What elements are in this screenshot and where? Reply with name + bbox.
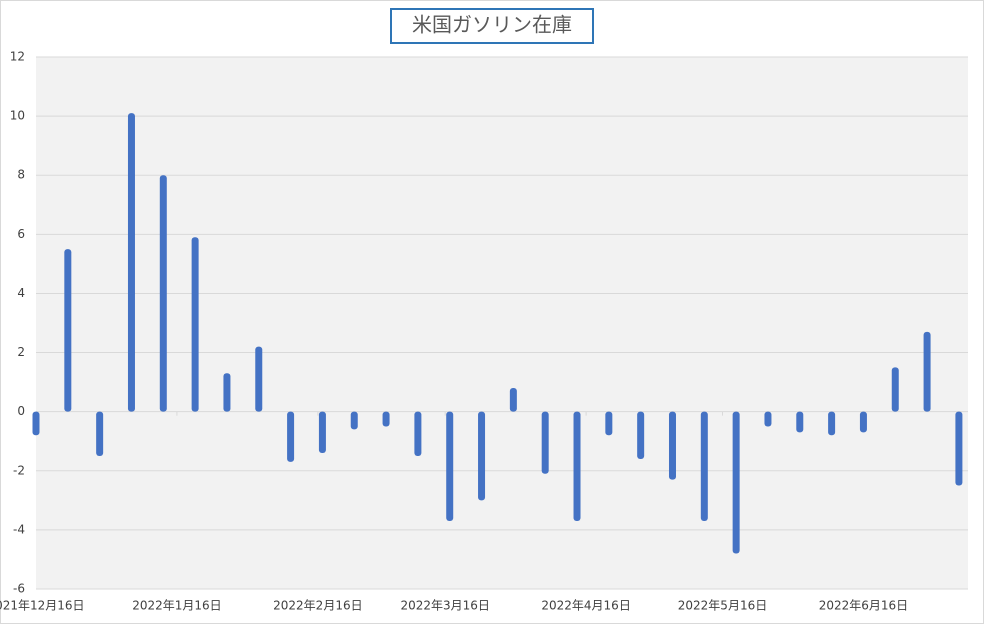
bar: [32, 411, 40, 436]
bar: [414, 411, 422, 456]
bar: [509, 388, 517, 412]
x-tick-label: 2022年4月16日: [541, 599, 630, 613]
bar: [478, 411, 486, 501]
y-tick-label: 8: [17, 168, 25, 182]
bar: [159, 175, 167, 412]
x-tick-label: 2021年12月16日: [0, 599, 85, 613]
bar: [127, 113, 135, 412]
bar: [382, 411, 390, 427]
y-tick-label: 4: [17, 286, 25, 300]
y-tick-label: -6: [13, 582, 25, 596]
y-tick-label: 2: [17, 345, 25, 359]
bar: [318, 411, 326, 454]
bar: [96, 411, 104, 456]
bar: [668, 411, 676, 480]
bar: [573, 411, 581, 522]
bar: [732, 411, 740, 554]
bar: [191, 237, 199, 412]
bar: [700, 411, 708, 522]
bar: [255, 346, 263, 412]
bar: [541, 411, 549, 474]
bar: [828, 411, 836, 436]
bar: [955, 411, 963, 486]
bar: [923, 331, 931, 412]
bar: [446, 411, 454, 522]
y-tick-label: -2: [13, 463, 25, 477]
y-tick-label: 0: [17, 404, 25, 418]
bar: [350, 411, 358, 430]
bar: [223, 373, 231, 412]
bar: [796, 411, 804, 433]
title-box: [390, 8, 594, 44]
bar: [637, 411, 645, 459]
bar: [891, 367, 899, 412]
y-tick-label: 12: [10, 50, 25, 64]
y-tick-label: 10: [10, 109, 25, 123]
bar: [859, 411, 867, 433]
x-tick-label: 2022年2月16日: [273, 599, 362, 613]
y-tick-label: -4: [13, 522, 25, 536]
bar: [764, 411, 772, 427]
bar: [287, 411, 295, 462]
chart-title: 米国ガソリン在庫: [412, 13, 572, 37]
plot-area: [36, 57, 968, 589]
y-tick-label: 6: [17, 227, 25, 241]
bar: [64, 249, 72, 412]
x-tick-label: 2022年5月16日: [678, 599, 767, 613]
x-tick-label: 2022年1月16日: [132, 599, 221, 613]
bar: [605, 411, 613, 436]
x-tick-label: 2022年3月16日: [400, 599, 489, 613]
x-tick-label: 2022年6月16日: [819, 599, 908, 613]
